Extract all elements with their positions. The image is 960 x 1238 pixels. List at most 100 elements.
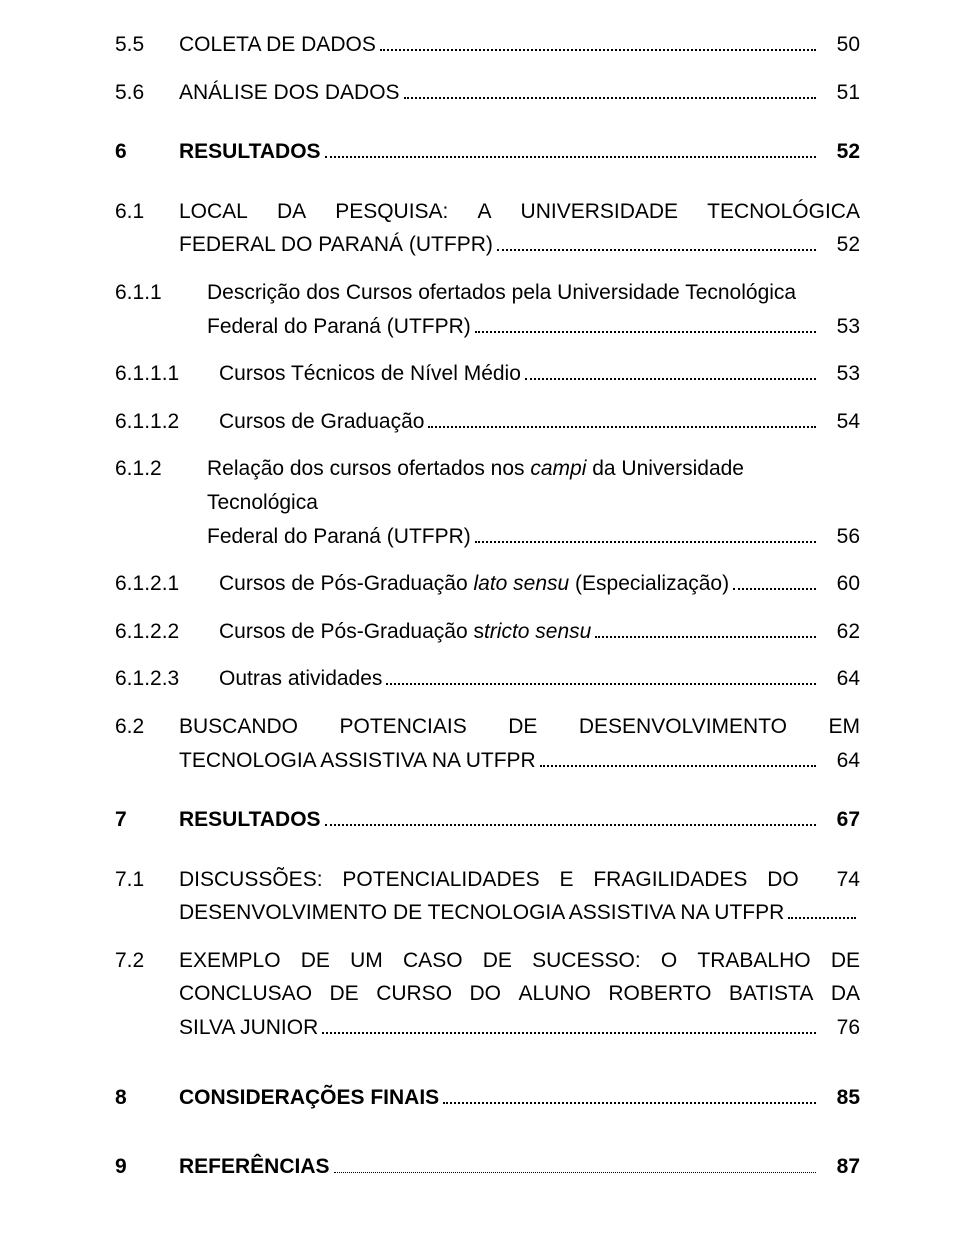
- toc-entry: 7.1DISCUSSÕES:POTENCIALIDADESEFRAGILIDAD…: [115, 863, 860, 930]
- toc-entry: 5.5COLETA DE DADOS50: [115, 28, 860, 62]
- toc-entry: 6.2BUSCANDOPOTENCIAISDEDESENVOLVIMENTOEM…: [115, 710, 860, 777]
- toc-page: 52: [820, 228, 860, 262]
- toc-word: DISCUSSÕES:: [179, 863, 323, 897]
- toc-number: 9: [115, 1150, 179, 1184]
- toc-text-part: campi: [530, 457, 586, 480]
- toc-page: 85: [820, 1081, 860, 1115]
- toc-leader-dots: [475, 314, 816, 333]
- toc-title-block: RESULTADOS67: [179, 803, 860, 837]
- toc-title-text: Outras atividades: [219, 662, 382, 696]
- toc-title-line: RESULTADOS67: [179, 803, 860, 837]
- toc-entry: 6.1.1Descrição dos Cursos ofertados pela…: [115, 276, 860, 343]
- toc-entry: 6.1.2.3Outras atividades64: [115, 662, 860, 696]
- toc-title-text: Descrição dos Cursos ofertados pela Univ…: [207, 276, 796, 310]
- toc-word: ALUNO: [519, 977, 591, 1011]
- toc-entry: 6.1.2.1Cursos de Pós-Graduação lato sens…: [115, 567, 860, 601]
- toc-word: LOCAL: [179, 195, 248, 229]
- toc-word: EM: [828, 710, 860, 744]
- toc-word: CASO: [403, 944, 463, 978]
- toc-word: CURSO: [376, 977, 452, 1011]
- toc-entry: 5.6ANÁLISE DOS DADOS51: [115, 76, 860, 110]
- toc-page: 74: [837, 863, 860, 897]
- toc-title-text: REFERÊNCIAS: [179, 1150, 330, 1184]
- toc-title-block: BUSCANDOPOTENCIAISDEDESENVOLVIMENTOEMTEC…: [179, 710, 860, 777]
- toc-number: 7: [115, 803, 179, 837]
- toc-page: 54: [820, 405, 860, 439]
- toc-title-block: ANÁLISE DOS DADOS 51: [179, 76, 860, 110]
- toc-title-text: RESULTADOS: [179, 803, 321, 837]
- toc-leader-dots: [525, 361, 816, 380]
- toc-word: DA: [831, 977, 860, 1011]
- toc-word: POTENCIALIDADES: [342, 863, 539, 897]
- toc-entry: 6.1.1.1Cursos Técnicos de Nível Médio 53: [115, 357, 860, 391]
- toc-number: 6.1.1: [115, 276, 207, 310]
- toc-word: TRABALHO: [697, 944, 810, 978]
- toc-title-block: DISCUSSÕES:POTENCIALIDADESEFRAGILIDADESD…: [179, 863, 860, 930]
- toc-title-line: COLETA DE DADOS50: [179, 28, 860, 62]
- toc-page: 52: [820, 135, 860, 169]
- toc-title-block: Cursos Técnicos de Nível Médio 53: [219, 357, 860, 391]
- toc-entry: 9REFERÊNCIAS 87: [115, 1150, 860, 1184]
- toc-entry: 6.1.2Relação dos cursos ofertados nos ca…: [115, 452, 860, 553]
- toc-leader-dots: [334, 1155, 816, 1173]
- toc-page: 53: [820, 357, 860, 391]
- toc-leader-dots: [733, 571, 816, 590]
- toc-title-text: Federal do Paraná (UTFPR): [207, 520, 471, 554]
- toc-title-block: Cursos de Graduação54: [219, 405, 860, 439]
- toc-word: DE: [831, 944, 860, 978]
- toc-leader-dots: [404, 80, 816, 99]
- toc-word: BATISTA: [729, 977, 813, 1011]
- toc-number: 6.1.2.1: [115, 567, 219, 601]
- toc-number: 6.2: [115, 710, 179, 744]
- toc-page: 60: [820, 567, 860, 601]
- toc-word: PESQUISA:: [335, 195, 448, 229]
- toc-title-block: LOCALDAPESQUISA:AUNIVERSIDADETECNOLÓGICA…: [179, 195, 860, 262]
- toc-title-block: EXEMPLODEUMCASODESUCESSO:OTRABALHODECONC…: [179, 944, 860, 1045]
- toc-title-text: FEDERAL DO PARANÁ (UTFPR): [179, 228, 493, 262]
- toc-title-block: Descrição dos Cursos ofertados pela Univ…: [207, 276, 860, 343]
- toc-title-text: DESENVOLVIMENTO DE TECNOLOGIA ASSISTIVA …: [179, 896, 784, 930]
- toc-title-text: Cursos Técnicos de Nível Médio: [219, 357, 521, 391]
- toc-title-line: CONCLUSAODECURSODOALUNOROBERTOBATISTADA: [179, 977, 860, 1011]
- toc-word: UM: [350, 944, 383, 978]
- toc-number: 6.1: [115, 195, 179, 229]
- toc-title-block: Cursos de Pós-Graduação lato sensu (Espe…: [219, 567, 860, 601]
- toc-title-block: COLETA DE DADOS50: [179, 28, 860, 62]
- toc-leader-dots: [443, 1085, 816, 1104]
- toc-number: 7.2: [115, 944, 179, 978]
- toc-title-block: Cursos de Pós-Graduação stricto sensu62: [219, 615, 860, 649]
- toc-title-text: COLETA DE DADOS: [179, 28, 376, 62]
- toc-title-line: DESENVOLVIMENTO DE TECNOLOGIA ASSISTIVA …: [179, 896, 860, 930]
- toc-number: 6.1.2: [115, 452, 207, 486]
- toc-page: 62: [820, 615, 860, 649]
- toc-title-text: RESULTADOS: [179, 135, 321, 169]
- toc-entry: 6.1LOCALDAPESQUISA:AUNIVERSIDADETECNOLÓG…: [115, 195, 860, 262]
- toc-title-line: Outras atividades64: [219, 662, 860, 696]
- toc-word: CONCLUSAO: [179, 977, 312, 1011]
- toc-text-part: lato sensu: [473, 572, 569, 595]
- toc-title-block: REFERÊNCIAS 87: [179, 1150, 860, 1184]
- toc-title-line: Federal do Paraná (UTFPR) 56: [207, 520, 860, 554]
- toc-number: 5.5: [115, 28, 179, 62]
- toc-leader-dots: [325, 807, 816, 826]
- toc-entry: 6.1.2.2Cursos de Pós-Graduação stricto s…: [115, 615, 860, 649]
- toc-title-text: Cursos de Pós-Graduação lato sensu (Espe…: [219, 567, 729, 601]
- toc-title-line: TECNOLOGIA ASSISTIVA NA UTFPR64: [179, 744, 860, 778]
- toc-page: 51: [820, 76, 860, 110]
- toc-title-line: Cursos de Graduação54: [219, 405, 860, 439]
- toc-title-text: Relação dos cursos ofertados nos campi d…: [207, 452, 860, 519]
- toc-title-text: ANÁLISE DOS DADOS: [179, 76, 400, 110]
- toc-title-line: LOCALDAPESQUISA:AUNIVERSIDADETECNOLÓGICA: [179, 195, 860, 229]
- toc-leader-dots: [325, 139, 816, 158]
- toc-leader-dots: [595, 619, 816, 638]
- toc-title-block: Relação dos cursos ofertados nos campi d…: [207, 452, 860, 553]
- toc-entry: 7RESULTADOS67: [115, 803, 860, 837]
- toc-page: 56: [820, 520, 860, 554]
- toc-page: 87: [820, 1150, 860, 1184]
- toc-number: 6.1.1.1: [115, 357, 219, 391]
- table-of-contents: 5.5COLETA DE DADOS505.6ANÁLISE DOS DADOS…: [115, 28, 860, 1184]
- toc-word: POTENCIAIS: [340, 710, 467, 744]
- toc-page: 64: [820, 744, 860, 778]
- toc-title-line: Descrição dos Cursos ofertados pela Univ…: [207, 276, 860, 310]
- toc-leader-dots: [428, 409, 816, 428]
